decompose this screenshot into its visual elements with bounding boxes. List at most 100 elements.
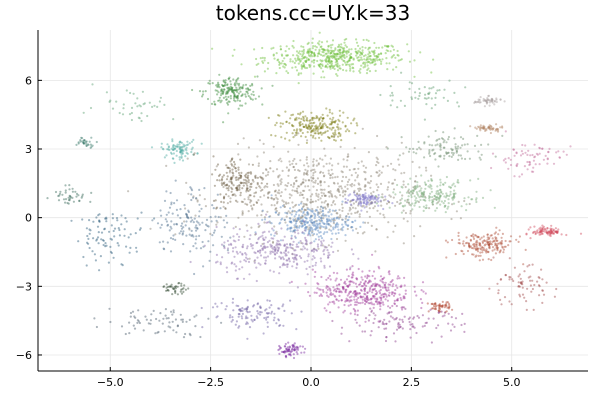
scatter-point bbox=[364, 178, 367, 181]
scatter-point bbox=[335, 73, 338, 76]
scatter-point bbox=[325, 286, 328, 289]
scatter-point bbox=[244, 95, 247, 98]
scatter-point bbox=[171, 148, 174, 151]
scatter-point bbox=[334, 223, 337, 226]
scatter-point bbox=[294, 256, 297, 259]
scatter-point bbox=[241, 245, 244, 248]
scatter-point bbox=[328, 301, 331, 304]
scatter-point bbox=[241, 93, 244, 96]
scatter-point bbox=[443, 88, 446, 91]
scatter-point bbox=[316, 42, 320, 45]
scatter-point bbox=[226, 90, 229, 93]
scatter-point bbox=[400, 285, 403, 288]
scatter-point bbox=[523, 296, 526, 299]
scatter-point bbox=[313, 55, 316, 58]
scatter-point bbox=[224, 308, 227, 311]
scatter-point bbox=[309, 119, 312, 122]
scatter-point bbox=[179, 146, 182, 149]
scatter-point bbox=[367, 46, 370, 50]
scatter-point bbox=[328, 223, 331, 226]
scatter-point bbox=[191, 146, 194, 149]
scatter-point bbox=[485, 250, 488, 253]
scatter-point bbox=[429, 183, 432, 186]
scatter-point bbox=[372, 207, 375, 210]
scatter-point bbox=[265, 318, 268, 321]
scatter-point bbox=[321, 119, 324, 123]
scatter-point bbox=[352, 253, 355, 256]
scatter-point bbox=[211, 47, 214, 50]
scatter-point bbox=[358, 283, 362, 286]
scatter-point bbox=[276, 202, 279, 205]
scatter-point bbox=[248, 257, 251, 260]
scatter-point bbox=[179, 149, 182, 152]
scatter-point bbox=[532, 166, 535, 169]
scatter-point bbox=[220, 88, 223, 91]
scatter-point bbox=[246, 245, 249, 248]
scatter-point bbox=[285, 45, 288, 48]
scatter-point bbox=[308, 224, 311, 227]
scatter-point bbox=[305, 203, 308, 206]
scatter-point bbox=[291, 253, 294, 256]
scatter-point bbox=[456, 101, 459, 104]
scatter-point bbox=[234, 194, 237, 197]
scatter-point bbox=[338, 185, 341, 188]
scatter-point bbox=[278, 272, 281, 275]
scatter-point bbox=[235, 250, 238, 253]
scatter-point bbox=[234, 199, 238, 202]
scatter-point bbox=[326, 285, 329, 288]
scatter-point bbox=[481, 249, 484, 252]
scatter-point bbox=[292, 54, 295, 57]
scatter-point bbox=[450, 155, 453, 158]
x-tick-label: −2.5 bbox=[197, 376, 224, 389]
scatter-point bbox=[221, 256, 224, 259]
scatter-point bbox=[238, 268, 241, 271]
scatter-point bbox=[95, 140, 98, 144]
scatter-point bbox=[329, 44, 332, 47]
scatter-point bbox=[338, 283, 341, 286]
scatter-point bbox=[317, 162, 320, 165]
scatter-point bbox=[259, 249, 262, 252]
scatter-point bbox=[291, 201, 294, 204]
scatter-point bbox=[320, 133, 323, 136]
scatter-point bbox=[351, 220, 354, 223]
scatter-point bbox=[319, 116, 323, 119]
scatter-point bbox=[430, 302, 433, 306]
scatter-point bbox=[172, 157, 175, 160]
scatter-point bbox=[249, 96, 252, 99]
scatter-point bbox=[363, 231, 366, 234]
scatter-point bbox=[356, 210, 360, 213]
scatter-point bbox=[460, 205, 463, 208]
scatter-point bbox=[348, 57, 352, 60]
scatter-point bbox=[267, 61, 270, 65]
scatter-point bbox=[414, 180, 417, 183]
scatter-point bbox=[402, 217, 405, 220]
scatter-point bbox=[296, 190, 299, 193]
scatter-point bbox=[358, 69, 361, 73]
scatter-point bbox=[235, 95, 238, 98]
scatter-point bbox=[339, 67, 342, 70]
scatter-point bbox=[349, 299, 352, 302]
scatter-point bbox=[278, 60, 281, 64]
scatter-point bbox=[366, 274, 369, 277]
scatter-point bbox=[407, 201, 410, 205]
scatter-point bbox=[75, 195, 78, 198]
scatter-point bbox=[120, 325, 124, 328]
scatter-point bbox=[297, 209, 300, 212]
scatter-point bbox=[307, 54, 311, 57]
scatter-point bbox=[241, 252, 244, 255]
scatter-point bbox=[302, 48, 305, 51]
scatter-point bbox=[302, 50, 305, 53]
scatter-point bbox=[283, 203, 286, 206]
scatter-point bbox=[261, 209, 264, 212]
scatter-point bbox=[244, 252, 247, 255]
scatter-point bbox=[345, 223, 348, 227]
scatter-point bbox=[375, 171, 378, 174]
scatter-point bbox=[378, 296, 381, 299]
scatter-point bbox=[179, 290, 182, 293]
cluster-17 bbox=[162, 281, 190, 296]
scatter-point bbox=[375, 164, 378, 167]
scatter-point bbox=[375, 156, 378, 159]
scatter-point bbox=[192, 196, 195, 199]
scatter-point bbox=[243, 259, 246, 262]
scatter-point bbox=[263, 316, 266, 320]
